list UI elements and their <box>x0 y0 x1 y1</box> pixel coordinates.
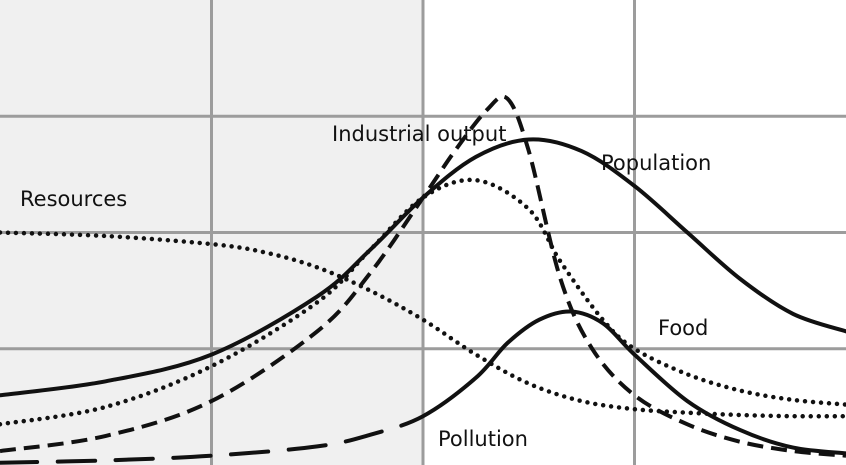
label-population: Population <box>601 151 711 175</box>
label-food: Food <box>658 316 708 340</box>
series-line-food <box>0 177 846 427</box>
series-line-industrial-output <box>0 94 846 458</box>
series-line-resources <box>0 230 846 419</box>
series-line-pollution <box>0 309 846 465</box>
series-lines <box>0 94 846 465</box>
series-line-population <box>0 137 846 398</box>
label-pollution: Pollution <box>438 427 528 451</box>
label-resources: Resources <box>20 187 127 211</box>
label-industrial-output: Industrial output <box>332 122 506 146</box>
